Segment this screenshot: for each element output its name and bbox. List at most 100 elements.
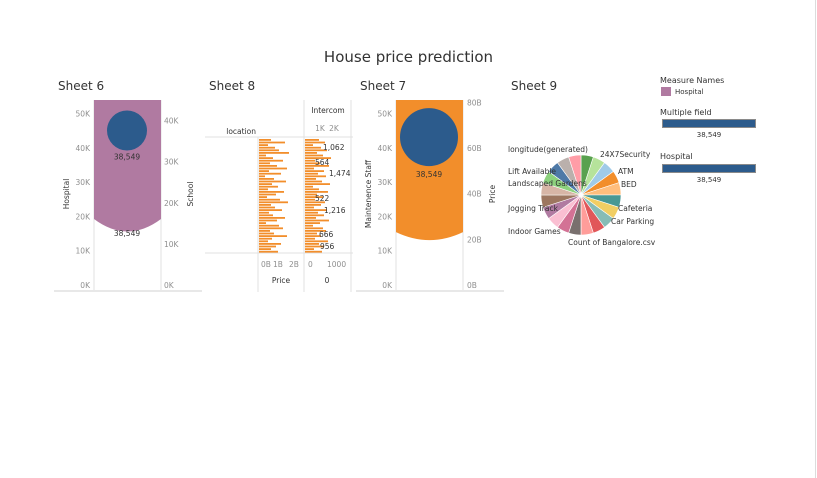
- intercom-bar[interactable]: [305, 144, 313, 146]
- price-bar[interactable]: [259, 227, 283, 230]
- intercom-bar[interactable]: [305, 185, 313, 188]
- price-bar[interactable]: [259, 167, 287, 170]
- price-bar[interactable]: [259, 237, 272, 240]
- price-bar[interactable]: [259, 139, 271, 141]
- sheet8-price-bars[interactable]: [259, 139, 289, 253]
- intercom-bar[interactable]: [305, 214, 324, 217]
- sheet7-price-circle[interactable]: [400, 108, 458, 167]
- sheet8-intercom-bars[interactable]: [305, 139, 331, 253]
- intercom-bar[interactable]: [305, 240, 328, 243]
- intercom-bar[interactable]: [305, 141, 325, 144]
- price-bar[interactable]: [259, 154, 266, 157]
- intercom-bar[interactable]: [305, 178, 316, 180]
- sheet9-chart[interactable]: longitude(generated) Lift Available Land…: [505, 140, 657, 252]
- price-bar[interactable]: [259, 165, 277, 167]
- multiple-field-track[interactable]: [662, 119, 756, 128]
- intercom-bar[interactable]: [305, 188, 319, 191]
- price-bar[interactable]: [259, 248, 271, 250]
- hospital-filter-track[interactable]: [662, 164, 756, 173]
- sheet6-school-circle[interactable]: [107, 110, 147, 151]
- price-bar[interactable]: [259, 144, 268, 146]
- intercom-bar[interactable]: [305, 146, 321, 149]
- price-bar[interactable]: [259, 209, 282, 211]
- intercom-bar[interactable]: [305, 235, 321, 237]
- price-bar[interactable]: [259, 219, 277, 222]
- price-bar[interactable]: [259, 240, 268, 243]
- price-bar[interactable]: [259, 183, 272, 185]
- price-bar[interactable]: [259, 159, 283, 162]
- price-bar[interactable]: [259, 191, 284, 193]
- price-bar[interactable]: [259, 149, 279, 152]
- intercom-bar[interactable]: [305, 250, 322, 253]
- price-bar[interactable]: [259, 178, 274, 180]
- price-bar[interactable]: [259, 198, 280, 201]
- intercom-bar[interactable]: [305, 170, 324, 172]
- price-bar[interactable]: [259, 250, 278, 253]
- intercom-bar[interactable]: [305, 248, 314, 250]
- price-bar[interactable]: [259, 196, 267, 198]
- intercom-bar[interactable]: [305, 206, 314, 209]
- intercom-bar[interactable]: [305, 227, 323, 230]
- price-bar[interactable]: [259, 185, 278, 188]
- price-bar[interactable]: [259, 193, 276, 196]
- price-bar[interactable]: [259, 162, 270, 165]
- measure-names-swatch[interactable]: [661, 87, 671, 96]
- intercom-bar[interactable]: [305, 245, 324, 248]
- intercom-bar[interactable]: [305, 219, 329, 222]
- price-bar[interactable]: [259, 141, 285, 144]
- intercom-bar[interactable]: [305, 165, 329, 167]
- intercom-bar[interactable]: [305, 167, 314, 170]
- price-bar[interactable]: [259, 170, 269, 172]
- sheet8-chart[interactable]: Intercom 1K 2K location 1,062 564 1,474 522…: [205, 96, 353, 292]
- price-bar[interactable]: [259, 180, 286, 183]
- intercom-bar[interactable]: [305, 209, 327, 211]
- intercom-bar[interactable]: [305, 237, 315, 240]
- price-bar[interactable]: [259, 217, 285, 219]
- intercom-bar[interactable]: [305, 152, 317, 154]
- price-bar[interactable]: [259, 188, 268, 191]
- price-bar[interactable]: [259, 152, 289, 154]
- intercom-bar[interactable]: [305, 183, 330, 185]
- price-bar[interactable]: [259, 245, 276, 248]
- intercom-bar[interactable]: [305, 175, 326, 178]
- intercom-bar[interactable]: [305, 157, 331, 159]
- intercom-bar[interactable]: [305, 243, 319, 245]
- intercom-bar[interactable]: [305, 139, 319, 141]
- price-bar[interactable]: [259, 204, 271, 206]
- intercom-bar[interactable]: [305, 217, 316, 219]
- price-bar[interactable]: [259, 146, 275, 149]
- intercom-bar[interactable]: [305, 204, 321, 206]
- price-bar[interactable]: [259, 206, 275, 209]
- intercom-bar[interactable]: [305, 149, 327, 152]
- price-bar[interactable]: [259, 201, 288, 204]
- sheet9-pie[interactable]: [540, 154, 622, 236]
- intercom-bar[interactable]: [305, 191, 328, 193]
- price-bar[interactable]: [259, 172, 281, 175]
- price-bar[interactable]: [259, 230, 270, 232]
- intercom-bar[interactable]: [305, 154, 323, 157]
- intercom-bar[interactable]: [305, 222, 320, 224]
- intercom-bar[interactable]: [305, 211, 318, 214]
- price-bar[interactable]: [259, 214, 273, 217]
- intercom-bar[interactable]: [305, 230, 326, 232]
- intercom-bar[interactable]: [305, 193, 317, 196]
- intercom-bar[interactable]: [305, 172, 318, 175]
- intercom-bar[interactable]: [305, 232, 317, 235]
- price-bar[interactable]: [259, 222, 266, 224]
- intercom-bar[interactable]: [305, 201, 325, 204]
- price-bar[interactable]: [259, 243, 281, 245]
- intercom-bar[interactable]: [305, 198, 315, 201]
- price-bar[interactable]: [259, 235, 287, 237]
- intercom-bar[interactable]: [305, 196, 323, 198]
- price-bar[interactable]: [259, 224, 279, 227]
- intercom-bar[interactable]: [305, 159, 315, 162]
- price-bar[interactable]: [259, 157, 273, 159]
- intercom-bar[interactable]: [305, 180, 322, 183]
- intercom-bar[interactable]: [305, 162, 320, 165]
- price-bar[interactable]: [259, 211, 269, 214]
- intercom-bar[interactable]: [305, 224, 313, 227]
- measure-names-item-label[interactable]: Hospital: [675, 88, 704, 96]
- price-bar[interactable]: [259, 232, 274, 235]
